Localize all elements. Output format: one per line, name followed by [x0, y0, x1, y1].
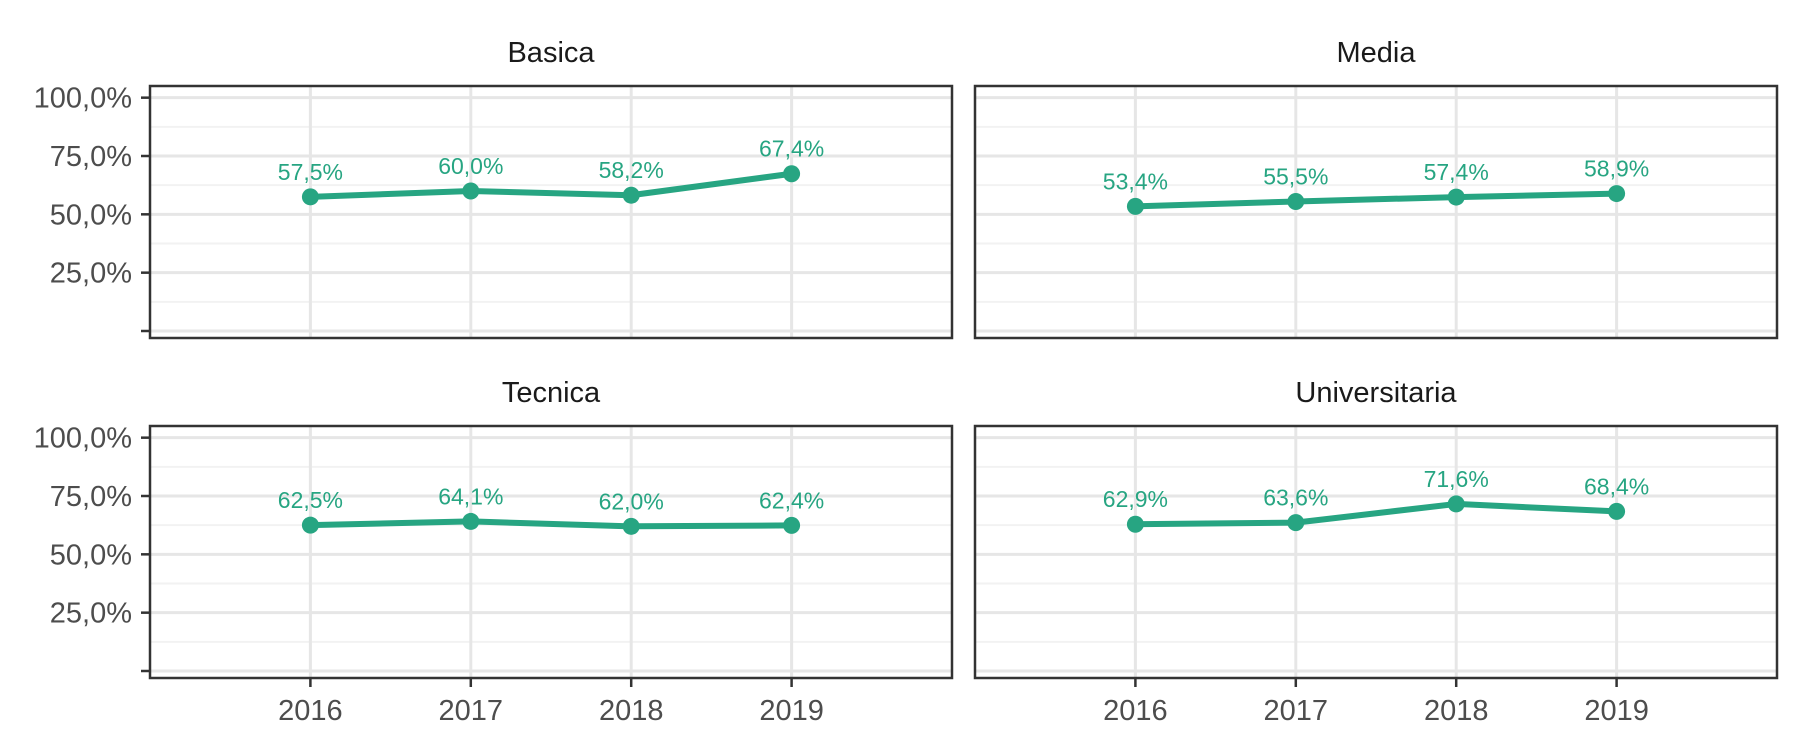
panel-border [148, 424, 954, 680]
x-tick-label: 2017 [1264, 695, 1329, 727]
panel-border [973, 424, 1779, 680]
y-tick-label: 100,0% [34, 423, 132, 455]
data-label: 68,4% [1584, 473, 1649, 499]
data-point [301, 188, 319, 206]
panel-universitaria: Universitaria 62,9% 63,6% 71,6% 68,4% 2016 201… [973, 377, 1779, 727]
data-label: 62,9% [1103, 486, 1168, 512]
data-point [1447, 188, 1465, 206]
panel-title: Basica [507, 37, 595, 69]
data-point [1608, 502, 1626, 520]
data-label: 55,5% [1263, 164, 1328, 190]
x-tick-label: 2016 [1103, 695, 1168, 727]
panel-title: Universitaria [1295, 377, 1457, 409]
x-tick-label: 2019 [1584, 695, 1649, 727]
data-point [1126, 515, 1144, 533]
data-point [1126, 197, 1144, 215]
y-tick-label: 25,0% [50, 598, 132, 630]
x-tick-label: 2017 [439, 695, 504, 727]
data-label: 57,5% [278, 159, 343, 185]
data-point [783, 165, 801, 183]
y-tick-label: 25,0% [50, 258, 132, 290]
data-point [622, 517, 640, 535]
panel-title: Media [1337, 37, 1417, 69]
data-label: 67,4% [759, 136, 824, 162]
data-point [462, 182, 480, 200]
y-tick-label: 100,0% [34, 83, 132, 115]
data-label: 62,4% [759, 487, 824, 513]
data-label: 57,4% [1424, 159, 1489, 185]
series-line [1132, 190, 1620, 210]
data-label: 62,0% [599, 488, 664, 514]
data-point [783, 516, 801, 534]
series-line [307, 518, 795, 530]
data-label: 60,0% [438, 153, 503, 179]
panel-tecnica: Tecnica 62,5% 64,1% 62,0% 62,4% 25,0% 50,0% 75,… [34, 377, 954, 727]
data-point [1287, 193, 1305, 210]
series-line [1132, 500, 1620, 528]
data-label: 58,2% [599, 157, 664, 183]
data-label: 71,6% [1424, 466, 1489, 492]
panel-media: Media 53,4% 55,5% 57,4% 58,9% [973, 37, 1779, 340]
data-label: 63,6% [1263, 485, 1328, 511]
data-label: 53,4% [1103, 168, 1168, 194]
panel-border [148, 84, 954, 340]
data-label: 58,9% [1584, 156, 1649, 182]
y-tick-label: 75,0% [50, 141, 132, 173]
x-tick-label: 2018 [599, 695, 664, 727]
panel-title: Tecnica [502, 377, 601, 409]
panel-border [973, 84, 1779, 340]
data-label: 62,5% [278, 487, 343, 513]
y-tick-label: 50,0% [50, 199, 132, 231]
x-tick-label: 2016 [278, 695, 343, 727]
data-point [301, 516, 319, 534]
panel-basica: Basica 57,5% 60,0% 58,2% 67,4% 25,0% 50,0% 75,0… [34, 37, 954, 340]
data-label: 64,1% [438, 483, 503, 509]
data-point [1608, 185, 1626, 203]
data-point [1287, 514, 1305, 532]
series-line [307, 170, 795, 200]
data-point [622, 186, 640, 204]
data-point [1447, 495, 1465, 513]
data-point [462, 512, 480, 530]
y-tick-label: 50,0% [50, 539, 132, 571]
y-tick-label: 75,0% [50, 481, 132, 513]
x-tick-label: 2019 [759, 695, 824, 727]
x-tick-label: 2018 [1424, 695, 1489, 727]
